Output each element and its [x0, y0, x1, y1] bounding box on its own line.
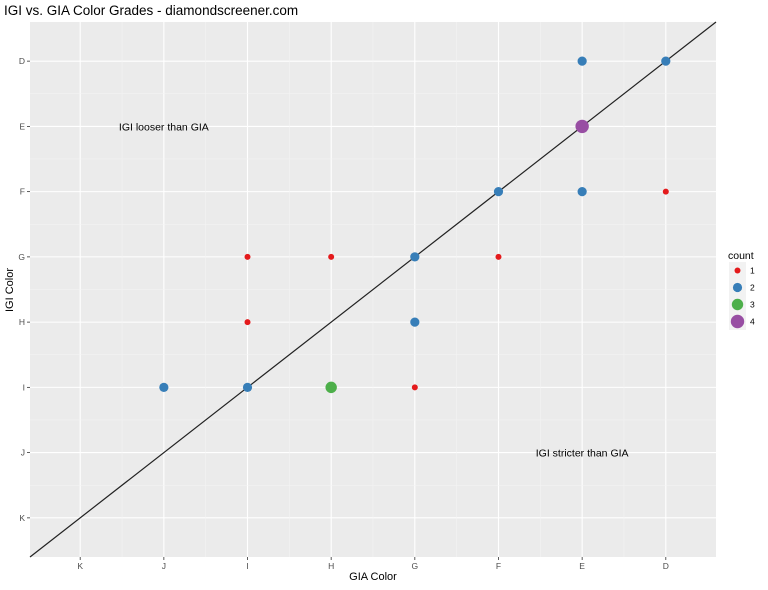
data-point [495, 253, 502, 260]
data-point [662, 188, 669, 195]
data-point [244, 319, 251, 326]
x-tick-label: K [77, 561, 83, 571]
legend-key [734, 267, 741, 274]
data-point [410, 317, 420, 327]
legend-label: 1 [750, 266, 755, 276]
y-axis-title: IGI Color [4, 268, 16, 312]
data-point [328, 253, 335, 260]
y-tick-label: F [20, 187, 25, 197]
data-point [661, 56, 671, 66]
x-tick-label: G [412, 561, 419, 571]
x-tick-label: I [246, 561, 248, 571]
reference-line [29, 21, 717, 558]
data-point [575, 119, 589, 134]
legend-label: 2 [750, 283, 755, 293]
grid-lines [30, 22, 716, 557]
x-tick-label: D [663, 561, 669, 571]
y-tick-label: D [19, 56, 25, 66]
y-tick-label: E [19, 121, 25, 131]
x-tick-label: H [328, 561, 334, 571]
data-point [325, 381, 337, 394]
data-point [410, 252, 420, 262]
y-tick-label: J [21, 448, 25, 458]
y-tick-label: G [18, 252, 25, 262]
x-tick-label: E [579, 561, 585, 571]
legend-label: 3 [750, 300, 755, 310]
data-point [577, 187, 587, 197]
legend: count 1 2 3 4 [728, 250, 755, 330]
x-axis-title: GIA Color [349, 571, 397, 583]
data-points [159, 56, 671, 394]
y-axis-ticks: K J I H G F E D [18, 56, 30, 523]
data-point [244, 253, 251, 260]
data-point [242, 382, 253, 392]
legend-label: 4 [750, 317, 755, 327]
data-point [577, 56, 587, 66]
annotation-looser: IGI looser than GIA [119, 121, 209, 133]
x-tick-label: J [162, 561, 166, 571]
data-point [159, 382, 169, 392]
annotation-stricter: IGI stricter than GIA [536, 448, 629, 460]
legend-key [730, 314, 745, 329]
y-tick-label: K [19, 513, 25, 523]
x-tick-label: F [496, 561, 501, 571]
data-point [411, 384, 418, 391]
chart-title: IGI vs. GIA Color Grades - diamondscreen… [4, 3, 298, 18]
legend-title: count [728, 250, 754, 262]
y-tick-label: I [23, 382, 25, 392]
y-tick-label: H [19, 317, 25, 327]
data-point [493, 187, 504, 197]
legend-key [731, 298, 744, 311]
legend-key [732, 282, 743, 293]
